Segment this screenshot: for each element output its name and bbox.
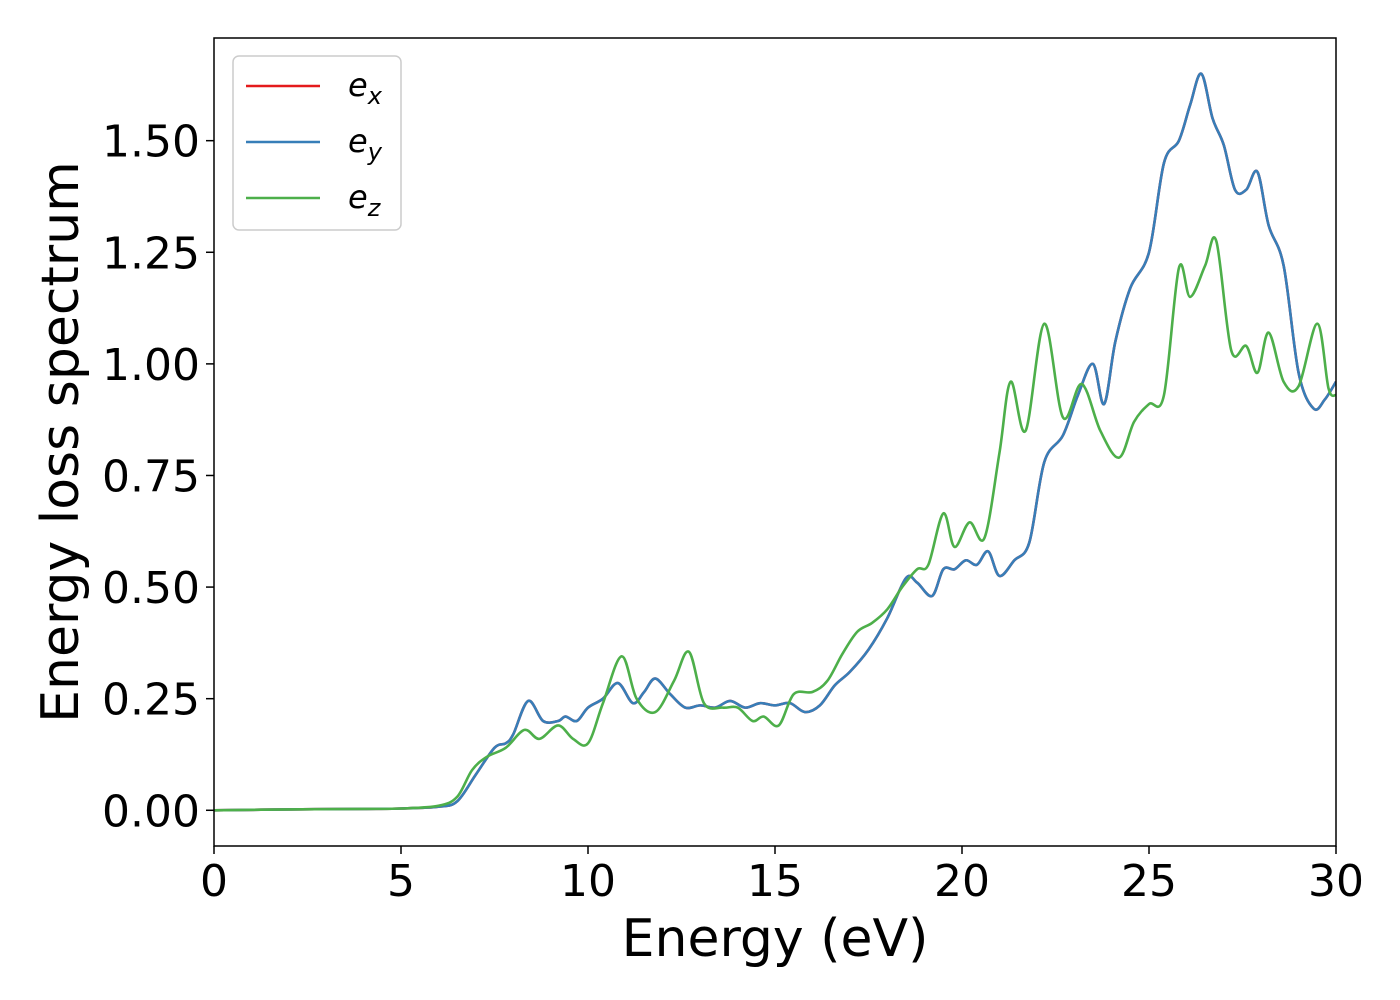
y-tick-label: 1.50: [102, 117, 200, 168]
y-tick-label: 0.00: [102, 786, 200, 837]
x-tick-label: 15: [747, 856, 803, 907]
series-layer: [214, 72, 1336, 812]
y-tick-label: 0.50: [102, 563, 200, 614]
y-tick-label: 1.00: [102, 340, 200, 391]
x-axis: 0 5 10 15 20 25 30: [200, 846, 1364, 907]
x-tick-label: 0: [200, 856, 228, 907]
x-tick-label: 25: [1121, 856, 1177, 907]
legend-label: ez: [348, 178, 382, 222]
y-axis-label: Energy loss spectrum: [31, 161, 91, 723]
x-axis-label: Energy (eV): [622, 909, 929, 969]
legend-label-subscript: x: [367, 82, 383, 110]
legend-label-subscript: z: [367, 194, 382, 222]
x-tick-label: 20: [934, 856, 990, 907]
x-tick-label: 10: [560, 856, 616, 907]
legend-entry-ez: ez: [246, 178, 382, 222]
series-line-ez: [214, 236, 1336, 812]
y-axis: 0.00 0.25 0.50 0.75 1.00 1.25 1.50: [102, 117, 214, 837]
series-line-ey: [214, 72, 1336, 812]
legend-label-subscript: y: [367, 138, 383, 166]
y-tick-label: 0.75: [102, 451, 200, 502]
y-tick-label: 0.25: [102, 675, 200, 726]
x-tick-label: 30: [1308, 856, 1364, 907]
y-tick-label: 1.25: [102, 228, 200, 279]
x-tick-label: 5: [387, 856, 415, 907]
